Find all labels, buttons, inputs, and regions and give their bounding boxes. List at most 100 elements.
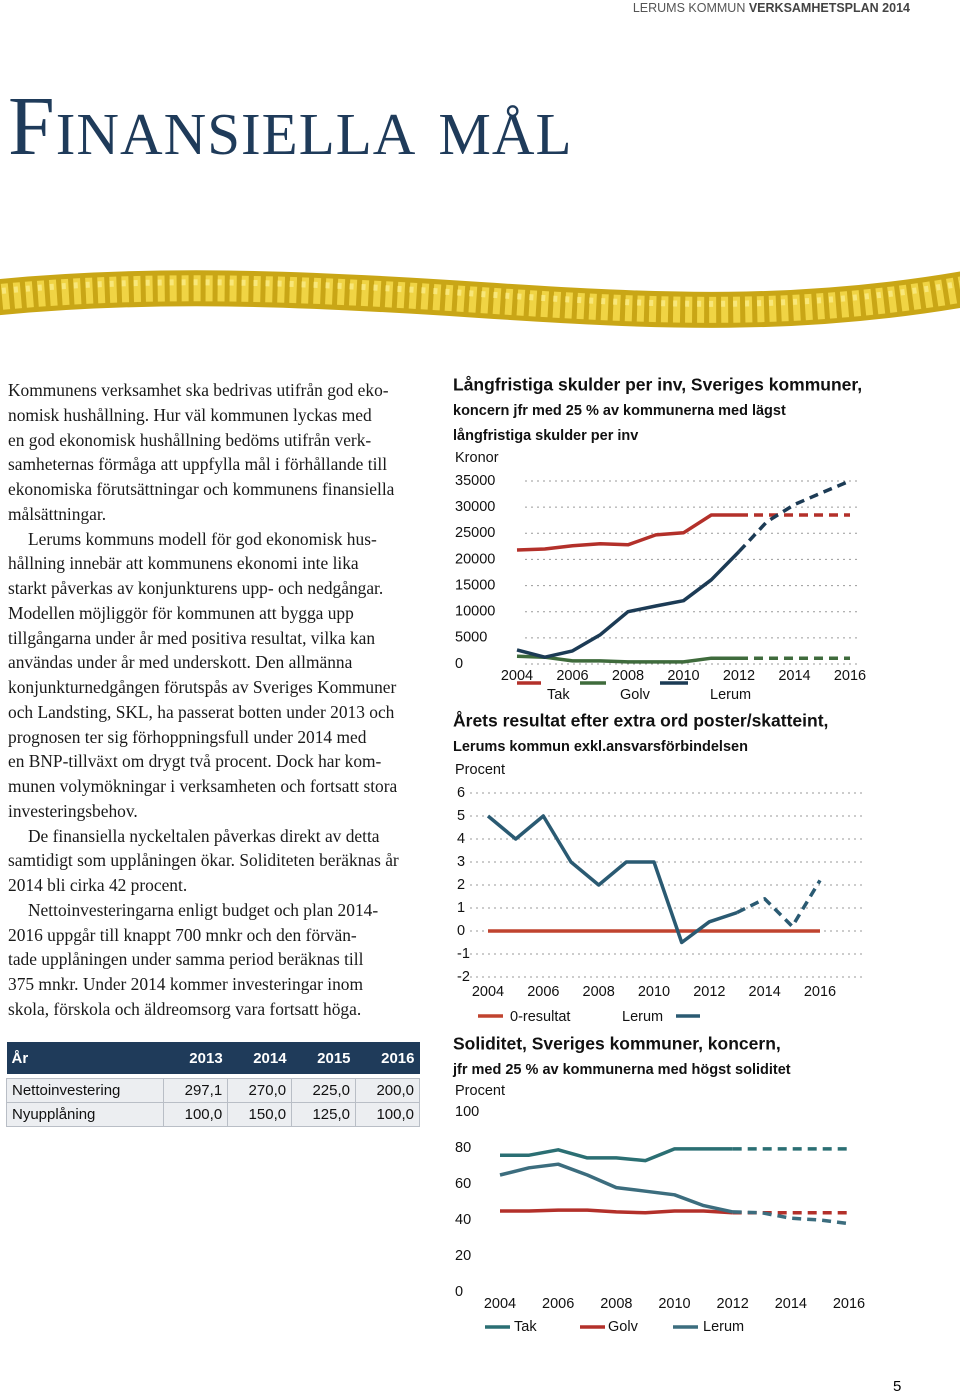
y-tick-label: 0 <box>455 656 463 672</box>
y-tick-label: 0 <box>457 923 465 939</box>
y-axis-label: Procent <box>455 1083 505 1099</box>
chart-title: Årets resultat efter extra ord poster/sk… <box>453 711 828 731</box>
body-line: Modellen möjliggör för kommunen att bygg… <box>8 602 354 623</box>
x-tick-label: 2016 <box>804 984 836 1000</box>
y-tick-label: 5000 <box>455 630 487 646</box>
x-tick-label: 2016 <box>833 1296 865 1312</box>
body-line: 375 mnkr. Under 2014 kommer investeringa… <box>8 974 363 994</box>
x-tick-label: 2006 <box>527 984 559 1000</box>
table-cell: Nettoinvestering <box>5 1078 165 1103</box>
body-line: De finansiella nyckeltalen påverkas dire… <box>28 825 380 846</box>
body-line: en god ekonomisk hushållning bedöms utif… <box>8 429 372 450</box>
header-doc: VERKSAMHETSPLAN 2014 <box>748 1 910 15</box>
table-cell: 200,0 <box>355 1078 420 1103</box>
x-tick-label: 2010 <box>667 668 699 684</box>
series-line <box>486 814 738 945</box>
x-tick-label: 2014 <box>749 984 781 1000</box>
y-tick-label: 1 <box>457 900 465 916</box>
chart-subtitle: långfristiga skulder per inv <box>453 428 638 444</box>
body-line: användas under år med underskott. Den al… <box>8 652 353 673</box>
body-line: prognosen ter sig förhoppningsfull under… <box>8 726 367 747</box>
body-line: tade upplåningen under samma period berä… <box>8 949 364 970</box>
table-header: År 2013 2014 2015 2016 <box>6 1042 420 1074</box>
series-line <box>500 1208 733 1215</box>
x-tick-label: 2006 <box>542 1296 574 1312</box>
body-line: 2014 bli cirka 42 procent. <box>8 875 188 895</box>
page-title: Finansiella mål <box>8 80 573 173</box>
x-tick-label: 2008 <box>612 668 644 684</box>
body-line: nomisk hushållning. Hur väl kommunen lyc… <box>8 404 372 425</box>
x-tick-label: 2004 <box>484 1296 516 1312</box>
legend-label: Golv <box>620 687 651 703</box>
y-tick-label: 20000 <box>455 551 495 567</box>
x-tick-label: 2014 <box>775 1296 807 1312</box>
body-line: och Landsting, SKL, ha passerat botten u… <box>8 701 395 722</box>
y-axis-label: Procent <box>455 762 505 778</box>
y-tick-label: 0 <box>455 1284 463 1300</box>
body-line: starkt påverkas av konjunkturens upp- oc… <box>8 578 384 598</box>
table-row: Nettoinvestering 297,1 270,0 225,0 200,0 <box>5 1078 420 1103</box>
y-tick-label: 40 <box>455 1212 471 1228</box>
body-line: en BNP-tillväxt om drygt två procent. Do… <box>8 751 382 772</box>
body-line: Nettoinvesteringarna enligt budget och p… <box>28 899 379 920</box>
table-cell: 225,0 <box>291 1078 357 1103</box>
table-header-cell: 2013 <box>163 1042 228 1074</box>
y-tick-label: 60 <box>455 1176 471 1192</box>
y-tick-label: 80 <box>455 1140 471 1156</box>
y-tick-label: 20 <box>455 1248 471 1264</box>
body-line: tillgångarna under år med positiva resul… <box>8 627 376 648</box>
y-tick-label: 25000 <box>455 525 495 541</box>
chart-title: Långfristiga skulder per inv, Sveriges k… <box>453 375 862 395</box>
table-cell: 125,0 <box>291 1102 357 1127</box>
table-header-cell: 2016 <box>355 1042 420 1074</box>
y-tick-label: 35000 <box>455 473 495 489</box>
table-cell: 150,0 <box>227 1102 293 1127</box>
table-row: Nyupplåning 100,0 150,0 125,0 100,0 <box>5 1102 420 1127</box>
x-tick-label: 2010 <box>638 984 670 1000</box>
body-line: munen volymökningar i verksamheten och f… <box>8 776 398 796</box>
series-line-forecast <box>736 879 822 929</box>
body-line: samheternas förmåga att uppfylla mål i f… <box>8 454 388 475</box>
y-tick-label: 6 <box>457 785 465 801</box>
table-cell: 270,0 <box>227 1078 293 1103</box>
x-tick-label: 2004 <box>501 668 533 684</box>
x-tick-label: 2006 <box>556 668 588 684</box>
body-line: konjunkturnedgången förutspås av Sverige… <box>8 677 397 697</box>
legend-label: Lerum <box>710 687 751 703</box>
y-tick-label: -1 <box>457 946 470 962</box>
body-line: Kommunens verksamhet ska bedrivas utifrå… <box>8 380 389 400</box>
legend-label: Lerum <box>703 1319 744 1335</box>
y-tick-label: 2 <box>457 877 465 893</box>
legend-label: Golv <box>608 1319 639 1335</box>
page-number: 5 <box>893 1378 902 1395</box>
header-org: LERUMS KOMMUN <box>632 1 746 15</box>
table-header-cell: År <box>6 1042 164 1074</box>
series-line <box>516 654 739 664</box>
investment-table: År 2013 2014 2015 2016 Nettoinvestering … <box>5 1042 420 1127</box>
series-line <box>516 513 739 552</box>
series-line-forecast <box>737 479 851 553</box>
body-line: ekonomiska förutsättningar och kommunens… <box>8 479 395 499</box>
table-cell: 100,0 <box>355 1102 420 1127</box>
y-tick-label: 4 <box>457 831 465 847</box>
y-tick-label: 5 <box>457 808 465 824</box>
body-line: skola, förskola och äldreomsorg vara for… <box>8 998 362 1019</box>
chart-subtitle: Lerums kommun exkl.ansvarsförbindelsen <box>453 739 748 755</box>
body-line: målsättningar. <box>8 503 107 524</box>
series-line-forecast <box>732 1210 850 1226</box>
legend-label: 0-resultat <box>510 1009 570 1025</box>
body-line: samtidigt som upplåningen ökar. Solidite… <box>8 850 399 871</box>
y-tick-label: -2 <box>457 969 470 985</box>
legend-label: Tak <box>547 687 570 703</box>
body-line: investeringsbehov. <box>8 800 138 821</box>
table-cell: 297,1 <box>163 1078 229 1103</box>
body-line: hållning innebär att kommunens ekonomi i… <box>8 553 359 574</box>
y-axis-label: Kronor <box>455 450 499 466</box>
table-cell: Nyupplåning <box>5 1102 165 1127</box>
x-tick-label: 2012 <box>693 984 725 1000</box>
x-tick-label: 2010 <box>658 1296 690 1312</box>
x-tick-label: 2016 <box>834 668 866 684</box>
table-header-cell: 2014 <box>227 1042 292 1074</box>
x-tick-label: 2004 <box>472 984 504 1000</box>
